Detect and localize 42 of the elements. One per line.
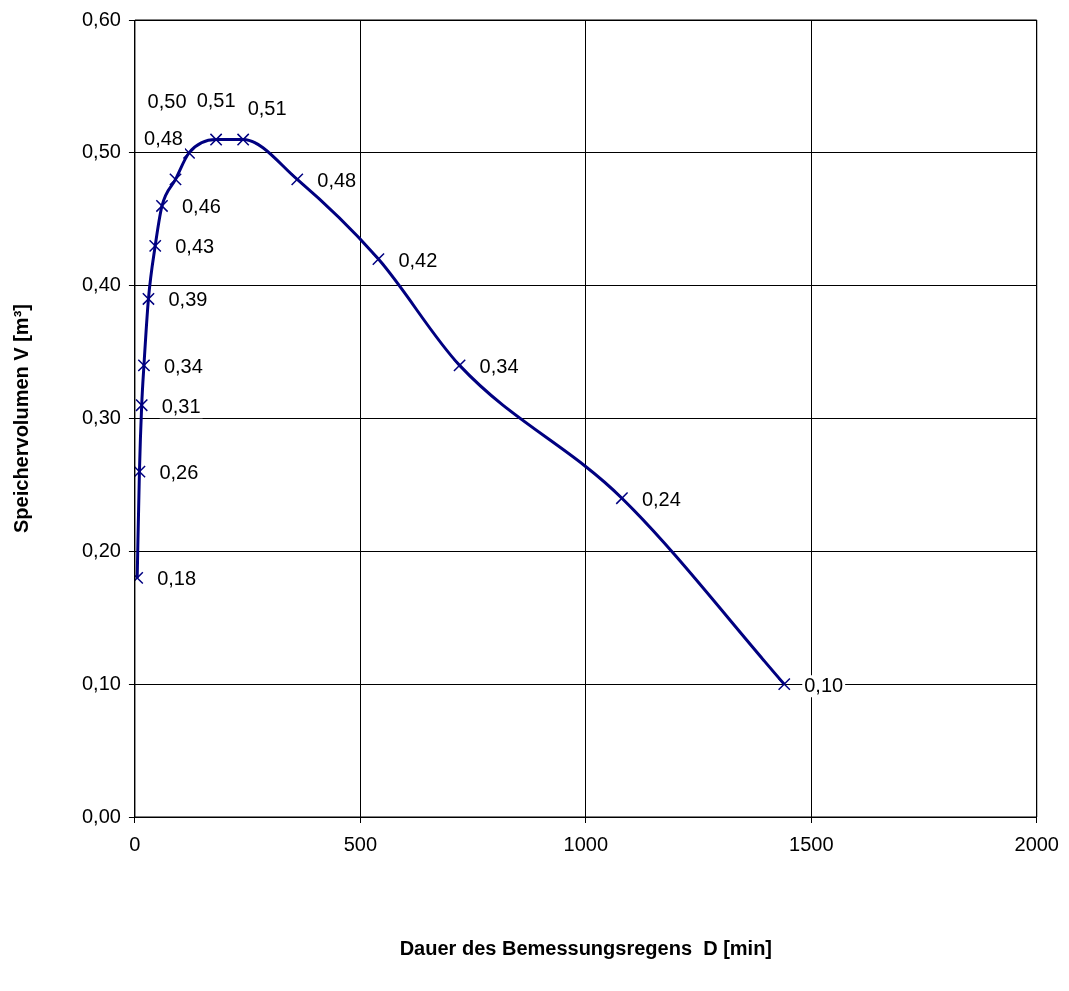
point: [155, 199, 169, 213]
point: [137, 358, 151, 372]
data-label: 0,26: [159, 461, 199, 484]
y-tick-label: 0,50: [81, 140, 121, 163]
data-label: 0,34: [163, 354, 203, 377]
point: [135, 398, 149, 412]
data-label: 0,48: [317, 168, 357, 191]
data-label: 0,50: [147, 90, 187, 113]
x-tick-label: 500: [343, 832, 378, 855]
x-tick-label: 2000: [1014, 832, 1059, 855]
x-tick-label: 1500: [789, 832, 834, 855]
point: [148, 239, 162, 253]
data-label: 0,31: [161, 394, 201, 417]
data-label: 0,18: [157, 567, 197, 590]
point: [290, 172, 304, 186]
data-label: 0,34: [479, 354, 519, 377]
y-tick-label: 0,30: [81, 406, 121, 429]
data-label: 0,24: [641, 487, 681, 510]
x-tick-label: 1000: [563, 832, 609, 855]
x-axis-title: Dauer des Bemessungsregens D [min]: [399, 936, 773, 959]
point: [372, 252, 385, 266]
y-tick-label: 0,40: [81, 273, 121, 296]
data-label: 0,39: [168, 288, 208, 311]
point: [209, 133, 223, 146]
data-label: 0,51: [247, 97, 287, 120]
point: [777, 677, 791, 691]
data-label: 0,42: [398, 248, 438, 271]
point: [169, 172, 182, 186]
y-axis-title: Speichervolumen V [m³]: [9, 304, 32, 533]
x-tick-label: 0: [129, 832, 141, 855]
y-tick-label: 0,00: [81, 804, 121, 827]
data-label: 0,48: [144, 126, 183, 149]
y-tick-label: 0,20: [81, 538, 121, 561]
point: [134, 465, 146, 479]
y-tick-label: 0,60: [81, 7, 121, 30]
data-label: 0,43: [175, 235, 215, 258]
data-label: 0,46: [181, 195, 221, 218]
point: [142, 292, 155, 306]
y-tick-label: 0,10: [81, 671, 121, 694]
point: [236, 133, 250, 146]
data-label: 0,10: [804, 673, 844, 696]
data-label: 0,51: [196, 89, 236, 112]
